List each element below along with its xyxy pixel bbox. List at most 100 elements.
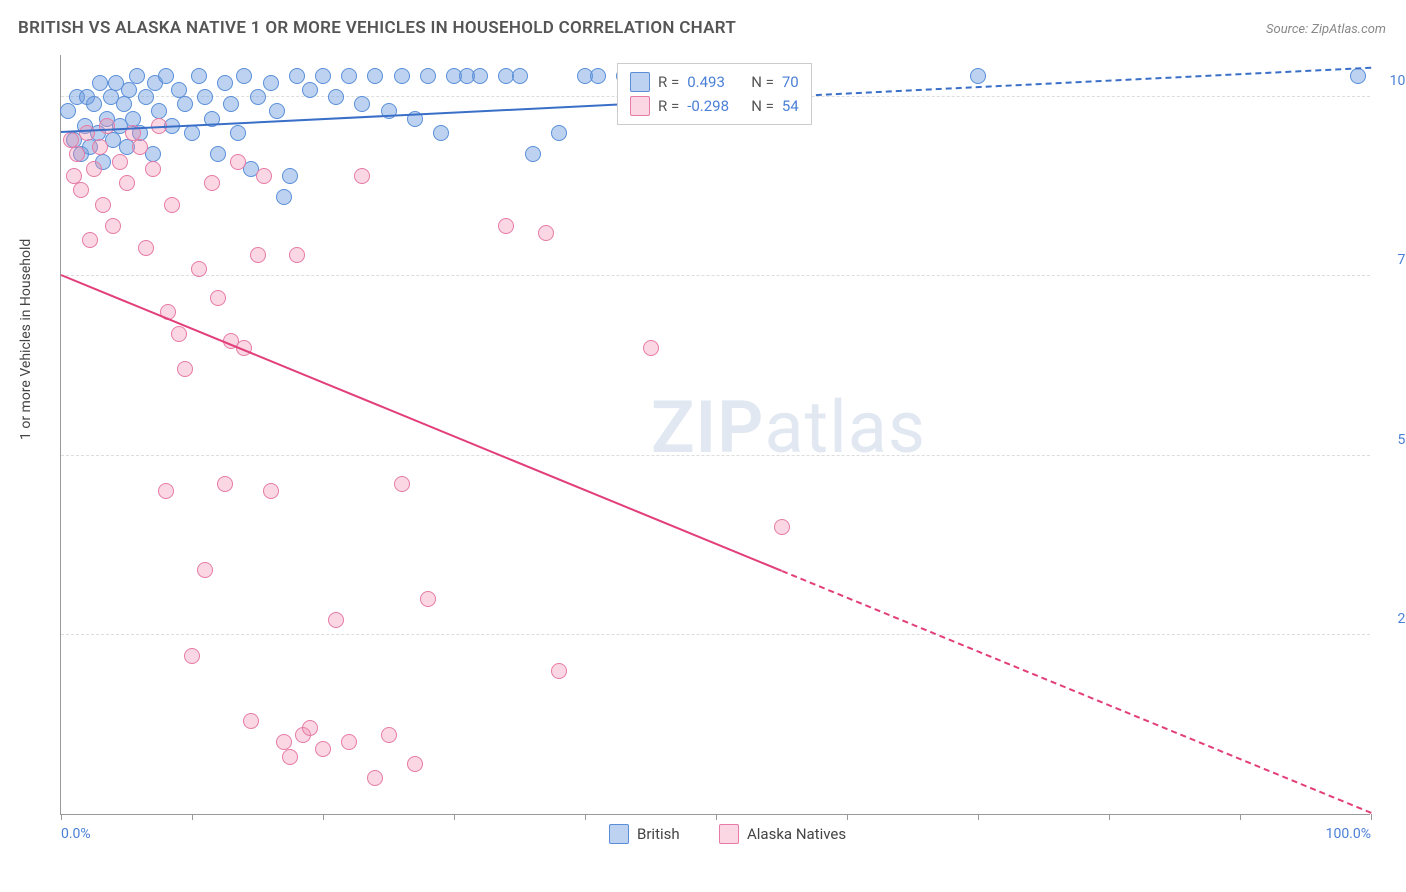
data-point [1350, 68, 1366, 84]
data-point [217, 476, 233, 492]
n-value: 54 [782, 94, 799, 118]
x-tick-mark [192, 814, 193, 820]
data-point [433, 125, 449, 141]
data-point [95, 197, 111, 213]
data-point [367, 68, 383, 84]
data-point [394, 68, 410, 84]
data-point [92, 75, 108, 91]
x-tick-mark [1240, 814, 1241, 820]
data-point [177, 361, 193, 377]
data-point [177, 96, 193, 112]
series-legend-item: Alaska Natives [719, 824, 846, 844]
data-point [164, 197, 180, 213]
data-point [328, 612, 344, 628]
data-point [86, 96, 102, 112]
x-tick-mark [978, 814, 979, 820]
data-point [341, 734, 357, 750]
data-point [315, 741, 331, 757]
data-point [970, 68, 986, 84]
data-point [282, 168, 298, 184]
y-axis-label: 1 or more Vehicles in Household [18, 239, 34, 440]
data-point [250, 89, 266, 105]
data-point [145, 161, 161, 177]
stats-legend-row: R = 0.493 N = 70 [630, 70, 799, 94]
data-point [79, 125, 95, 141]
plot-area: 25.0%50.0%75.0%100.0%0.0%100.0%ZIPatlasR… [60, 55, 1370, 815]
y-tick-label: 75.0% [1375, 252, 1406, 268]
x-tick-mark [1371, 814, 1372, 820]
gridline [61, 455, 1370, 456]
trend-line [61, 274, 782, 572]
data-point [498, 218, 514, 234]
data-point [210, 146, 226, 162]
data-point [302, 720, 318, 736]
data-point [69, 146, 85, 162]
x-tick-mark [585, 814, 586, 820]
data-point [197, 562, 213, 578]
n-label: N = [751, 70, 774, 94]
data-point [354, 96, 370, 112]
data-point [99, 118, 115, 134]
r-label: R = [658, 70, 679, 94]
data-point [129, 68, 145, 84]
x-tick-mark [323, 814, 324, 820]
data-point [512, 68, 528, 84]
data-point [289, 68, 305, 84]
data-point [263, 483, 279, 499]
data-point [354, 168, 370, 184]
x-tick-mark [1109, 814, 1110, 820]
gridline [61, 275, 1370, 276]
data-point [86, 161, 102, 177]
n-value: 70 [782, 70, 799, 94]
data-point [289, 247, 305, 263]
data-point [105, 218, 121, 234]
data-point [269, 103, 285, 119]
gridline [61, 634, 1370, 635]
trend-line [781, 570, 1371, 814]
stats-legend: R =0.493N =70R =-0.298N =54 [617, 63, 812, 125]
data-point [643, 340, 659, 356]
data-point [590, 68, 606, 84]
data-point [184, 125, 200, 141]
data-point [282, 749, 298, 765]
data-point [256, 168, 272, 184]
data-point [210, 290, 226, 306]
data-point [250, 247, 266, 263]
data-point [328, 89, 344, 105]
data-point [551, 663, 567, 679]
data-point [60, 103, 76, 119]
r-value: 0.493 [687, 70, 737, 94]
data-point [119, 175, 135, 191]
data-point [774, 519, 790, 535]
y-tick-label: 50.0% [1375, 432, 1406, 448]
data-point [92, 139, 108, 155]
y-tick-label: 25.0% [1375, 611, 1406, 627]
x-tick-label: 0.0% [61, 826, 91, 842]
data-point [138, 240, 154, 256]
data-point [407, 756, 423, 772]
stats-legend-row: R =-0.298N =54 [630, 94, 799, 118]
data-point [116, 96, 132, 112]
x-tick-mark [61, 814, 62, 820]
n-label: N = [751, 94, 774, 118]
data-point [551, 125, 567, 141]
data-point [472, 68, 488, 84]
data-point [420, 591, 436, 607]
data-point [158, 483, 174, 499]
x-tick-mark [454, 814, 455, 820]
series-legend-item: British [609, 824, 680, 844]
data-point [204, 175, 220, 191]
r-label: R = [658, 94, 679, 118]
data-point [525, 146, 541, 162]
data-point [302, 82, 318, 98]
y-tick-label: 100.0% [1375, 73, 1406, 89]
legend-swatch [630, 96, 650, 116]
data-point [217, 75, 233, 91]
data-point [73, 182, 89, 198]
data-point [230, 154, 246, 170]
legend-swatch [719, 824, 739, 844]
data-point [243, 713, 259, 729]
data-point [538, 225, 554, 241]
data-point [381, 727, 397, 743]
data-point [171, 326, 187, 342]
